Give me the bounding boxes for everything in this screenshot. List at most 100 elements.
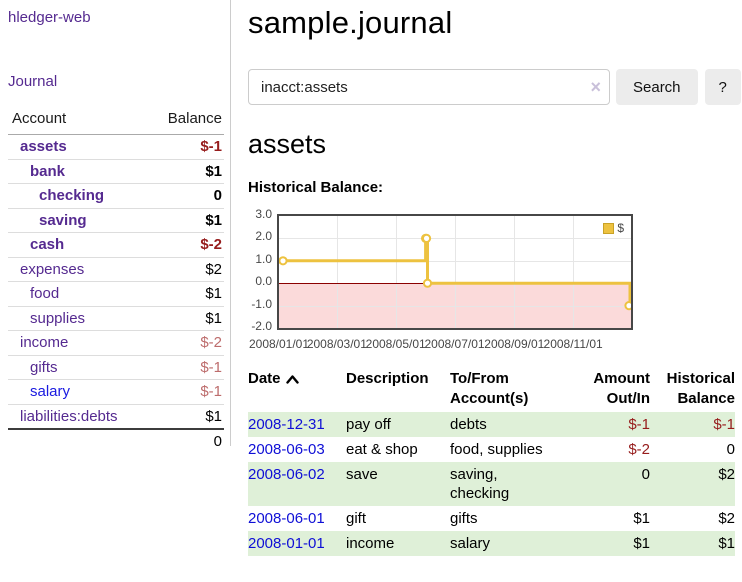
account-balance: $1	[147, 159, 224, 184]
account-balance: $1	[147, 281, 224, 307]
x-axis-tick-label: 2008/05/01	[365, 337, 426, 351]
main-content: sample.journal × Search ? assets Histori…	[248, 0, 741, 556]
account-link[interactable]: food	[30, 285, 60, 302]
balance-step-line	[279, 233, 631, 311]
account-balance: $1	[147, 404, 224, 430]
txn-header-description: Description	[346, 370, 429, 387]
account-link[interactable]: cash	[30, 236, 65, 253]
transaction-description: eat & shop	[346, 441, 418, 458]
account-link[interactable]: expenses	[20, 260, 85, 278]
transaction-description: income	[346, 535, 395, 552]
accounts-header-balance: Balance	[147, 104, 224, 135]
historical-balance-chart: $ 3.0 2.0 1.0 0.0 -1.0 -2.0 2008/01/01 2008/03/…	[248, 207, 740, 351]
transaction-row: 2008-06-01 gift gifts $1 $2	[248, 506, 735, 531]
sidebar-item-journal[interactable]: Journal	[8, 73, 58, 90]
y-axis-tick-label: 2.0	[255, 229, 272, 244]
account-heading: assets	[248, 129, 327, 159]
transaction-amount: 0	[641, 466, 650, 483]
transaction-row: 2008-06-02 save saving, checking 0 $2	[248, 462, 735, 506]
transaction-amount: $1	[633, 510, 650, 527]
transaction-amount: $-2	[628, 441, 650, 458]
transaction-description: gift	[346, 510, 367, 527]
transaction-row: 2008-01-01 income salary $1 $1	[248, 531, 735, 556]
data-point-marker	[421, 233, 432, 243]
help-button[interactable]: ?	[704, 69, 741, 105]
y-axis-tick-label: 1.0	[255, 251, 272, 266]
account-balance: $-1	[147, 355, 224, 380]
txn-header-balance: Historical Balance	[666, 370, 735, 407]
transaction-date-link[interactable]: 2008-01-01	[248, 535, 325, 552]
transactions-table: Date Description To/From Account(s) Amou…	[248, 369, 735, 556]
data-point-marker	[624, 301, 631, 311]
account-link[interactable]: saving	[39, 211, 87, 229]
account-link[interactable]: checking	[39, 187, 105, 204]
transaction-accounts: food, supplies	[450, 441, 543, 458]
search-button[interactable]: Search	[616, 69, 698, 105]
transaction-date-link[interactable]: 2008-06-02	[248, 466, 325, 483]
account-link[interactable]: bank	[30, 162, 66, 180]
data-point-marker	[279, 256, 288, 266]
account-row: bank $1	[8, 159, 224, 184]
data-point-marker	[422, 278, 433, 288]
account-balance: $1	[147, 306, 224, 331]
search-input[interactable]	[248, 69, 610, 105]
transaction-balance: $2	[718, 466, 735, 483]
transaction-accounts: gifts	[450, 510, 478, 527]
y-axis-tick-label: 3.0	[255, 207, 272, 221]
transaction-accounts: saving, checking	[450, 466, 510, 502]
account-row: salary $-1	[8, 379, 224, 405]
account-row: cash $-2	[8, 232, 224, 258]
chart-legend: $	[600, 219, 627, 237]
transaction-row: 2008-12-31 pay off debts $-1 $-1	[248, 412, 735, 437]
x-axis-tick-label: 2008/09/01	[484, 337, 545, 351]
transaction-amount: $1	[633, 535, 650, 552]
txn-header-date[interactable]: Date	[248, 369, 346, 412]
transaction-accounts: debts	[450, 416, 487, 433]
transaction-description: save	[346, 466, 378, 483]
account-balance: $-2	[147, 232, 224, 258]
account-link[interactable]: income	[20, 334, 69, 351]
transaction-balance: $-1	[713, 416, 735, 433]
account-balance: $-2	[147, 330, 224, 356]
transaction-date-link[interactable]: 2008-06-03	[248, 441, 325, 458]
transaction-description: pay off	[346, 416, 391, 433]
account-balance: $-1	[147, 379, 224, 405]
accounts-total-value: 0	[147, 428, 224, 454]
account-link[interactable]: assets	[20, 138, 67, 155]
y-axis-tick-label: 0.0	[255, 274, 272, 289]
accounts-header-account: Account	[8, 104, 148, 135]
sidebar: hledger-web Journal Account Balance asse…	[0, 0, 231, 454]
legend-swatch-icon	[603, 222, 615, 234]
sort-ascending-icon	[285, 370, 299, 390]
account-link[interactable]: supplies	[30, 309, 86, 327]
transaction-balance: $1	[718, 535, 735, 552]
transaction-date-link[interactable]: 2008-06-01	[248, 510, 325, 527]
transaction-balance: $2	[718, 510, 735, 527]
account-link[interactable]: salary	[30, 383, 71, 400]
y-axis-tick-label: -1.0	[251, 296, 272, 311]
transaction-date-link[interactable]: 2008-12-31	[248, 416, 325, 433]
search-form: × Search ?	[248, 69, 741, 105]
account-link[interactable]: liabilities:debts	[20, 407, 118, 425]
account-row: liabilities:debts $1	[8, 404, 224, 430]
account-balance: $1	[147, 208, 224, 233]
account-balance: $-1	[147, 134, 224, 160]
x-axis-tick-label: 2008/03/01	[306, 337, 367, 351]
page-title: sample.journal	[248, 5, 453, 40]
x-axis-tick-label: 2008/11/01	[543, 337, 603, 351]
transaction-amount: $-1	[628, 416, 650, 433]
account-row: assets $-1	[8, 134, 224, 160]
account-row: saving $1	[8, 208, 224, 233]
txn-header-accounts: To/From Account(s)	[450, 370, 529, 407]
transaction-accounts: salary	[450, 535, 491, 552]
account-link[interactable]: gifts	[30, 358, 58, 376]
legend-label: $	[617, 221, 624, 235]
x-axis-tick-label: 2008/07/01	[424, 337, 485, 351]
account-row: gifts $-1	[8, 355, 224, 380]
clear-search-icon[interactable]: ×	[590, 77, 601, 97]
account-row: supplies $1	[8, 306, 224, 331]
account-balance: $2	[147, 257, 224, 282]
y-axis-tick-label: -2.0	[251, 319, 272, 333]
app-title-link[interactable]: hledger-web	[8, 9, 91, 26]
chart-plot-area: $	[277, 214, 633, 330]
